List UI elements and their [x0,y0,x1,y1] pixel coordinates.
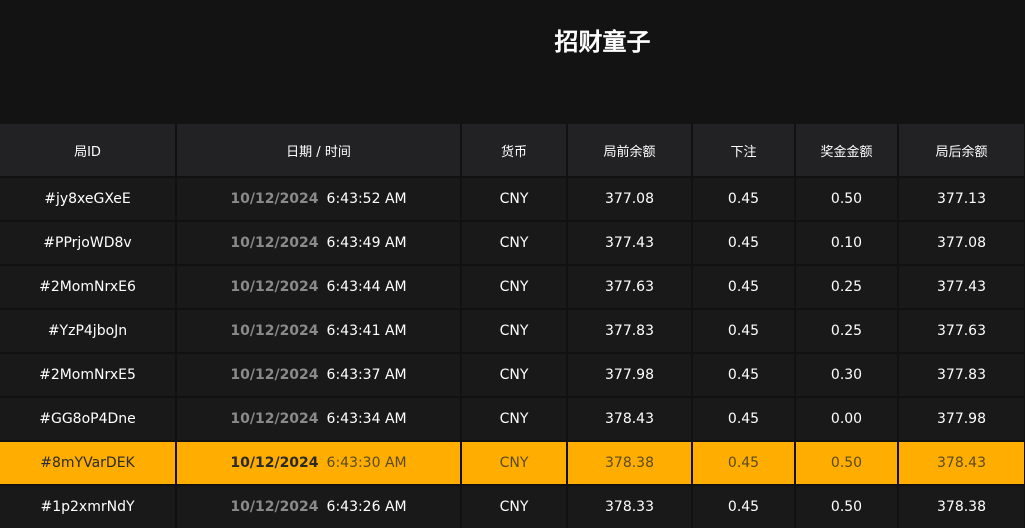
date-time: 10/12/2024 6:43:44 AM [176,264,462,309]
time: 6:43:52 AM [326,191,407,207]
balance-after: 377.63 [898,308,1025,353]
date: 10/12/2024 [230,235,319,251]
balance-before: 378.33 [567,484,693,528]
bet: 0.45 [692,440,796,485]
date: 10/12/2024 [230,367,319,383]
time: 6:43:49 AM [326,235,407,251]
bet: 0.45 [692,484,796,528]
bet: 0.45 [692,220,796,265]
balance-after: 378.38 [898,484,1025,528]
history-row: #2MomNrxE5 10/12/2024 6:43:37 AM CNY 377.98 0… [0,352,1025,397]
column-header: 局ID [0,124,177,177]
currency: CNY [461,352,568,397]
date-time: 10/12/2024 6:43:41 AM [176,308,462,353]
column-header: 货币 [461,124,568,177]
bet: 0.45 [692,176,796,221]
column-header: 奖金金额 [795,124,899,177]
time: 6:43:44 AM [326,279,407,295]
round-id: #1p2xmrNdY [0,484,177,528]
prize: 0.30 [795,352,899,397]
balance-before: 378.38 [567,440,693,485]
page: page html, body { margin: 0; padding: 0;… [0,28,1025,528]
balance-before: 378.43 [567,396,693,441]
date-time: 10/12/2024 6:43:26 AM [176,484,462,528]
currency: CNY [461,176,568,221]
balance-after: 377.13 [898,176,1025,221]
currency: CNY [461,308,568,353]
prize: 0.25 [795,308,899,353]
balance-before: 377.08 [567,176,693,221]
column-header: 日期 / 时间 [176,124,462,177]
date-time: 10/12/2024 6:43:49 AM [176,220,462,265]
round-id: #2MomNrxE5 [0,352,177,397]
bet: 0.45 [692,308,796,353]
balance-before: 377.83 [567,308,693,353]
date: 10/12/2024 [230,191,319,207]
bet: 0.45 [692,264,796,309]
column-header: 局后余额 [898,124,1025,177]
date: 10/12/2024 [230,323,319,339]
balance-after: 377.98 [898,396,1025,441]
prize: 0.50 [795,440,899,485]
bet: 0.45 [692,352,796,397]
round-id: #2MomNrxE6 [0,264,177,309]
time: 6:43:30 AM [326,455,407,471]
currency: CNY [461,396,568,441]
history-row: #YzP4jboJn 10/12/2024 6:43:41 AM CNY 377.83 0… [0,308,1025,353]
currency: CNY [461,440,568,485]
history-table: 局ID 日期 / 时间 货币 局前余额 下注 奖金金额 局后余额 #jy8xeGXeE 10/… [0,124,1025,528]
column-header: 下注 [692,124,796,177]
history-row: #1p2xmrNdY 10/12/2024 6:43:26 AM CNY 378.33 0… [0,484,1025,528]
date-time: 10/12/2024 6:43:52 AM [176,176,462,221]
round-id: #GG8oP4Dne [0,396,177,441]
prize: 0.50 [795,484,899,528]
history-row: #2MomNrxE6 10/12/2024 6:43:44 AM CNY 377.63 0… [0,264,1025,309]
balance-before: 377.98 [567,352,693,397]
date: 10/12/2024 [230,411,319,427]
date: 10/12/2024 [230,499,319,515]
balance-after: 377.43 [898,264,1025,309]
history-row: #8mYVarDEK 10/12/2024 6:43:30 AM CNY 378.38 0… [0,440,1025,485]
balance-before: 377.63 [567,264,693,309]
history-row: #jy8xeGXeE 10/12/2024 6:43:52 AM CNY 377.08 0… [0,176,1025,221]
round-id: #jy8xeGXeE [0,176,177,221]
date: 10/12/2024 [230,279,319,295]
currency: CNY [461,264,568,309]
prize: 0.50 [795,176,899,221]
bet: 0.45 [692,396,796,441]
date-time: 10/12/2024 6:43:30 AM [176,440,462,485]
balance-after: 377.83 [898,352,1025,397]
balance-after: 377.08 [898,220,1025,265]
prize: 0.00 [795,396,899,441]
history-row: #PPrjoWD8v 10/12/2024 6:43:49 AM CNY 377.43 0… [0,220,1025,265]
date-time: 10/12/2024 6:43:34 AM [176,396,462,441]
date-time: 10/12/2024 6:43:37 AM [176,352,462,397]
history-row: #GG8oP4Dne 10/12/2024 6:43:34 AM CNY 378.43 0… [0,396,1025,441]
game-name: 招财童子 [554,28,651,56]
column-header: 局前余额 [567,124,693,177]
round-id: #8mYVarDEK [0,440,177,485]
balance-before: 377.43 [567,220,693,265]
page-body: {"header": {"subtitle": "招财童子"}, "table"… [0,28,1025,528]
date: 10/12/2024 [230,455,319,471]
round-id: #YzP4jboJn [0,308,177,353]
currency: CNY [461,484,568,528]
round-id: #PPrjoWD8v [0,220,177,265]
prize: 0.25 [795,264,899,309]
table-body: #jy8xeGXeE 10/12/2024 6:43:52 AM CNY 377.08 0… [0,176,1025,528]
currency: CNY [461,220,568,265]
balance-after: 378.43 [898,440,1025,485]
header-row: 局ID 日期 / 时间 货币 局前余额 下注 奖金金额 局后余额 [0,124,1025,177]
time: 6:43:26 AM [326,499,407,515]
time: 6:43:41 AM [326,323,407,339]
time: 6:43:34 AM [326,411,407,427]
time: 6:43:37 AM [326,367,407,383]
prize: 0.10 [795,220,899,265]
